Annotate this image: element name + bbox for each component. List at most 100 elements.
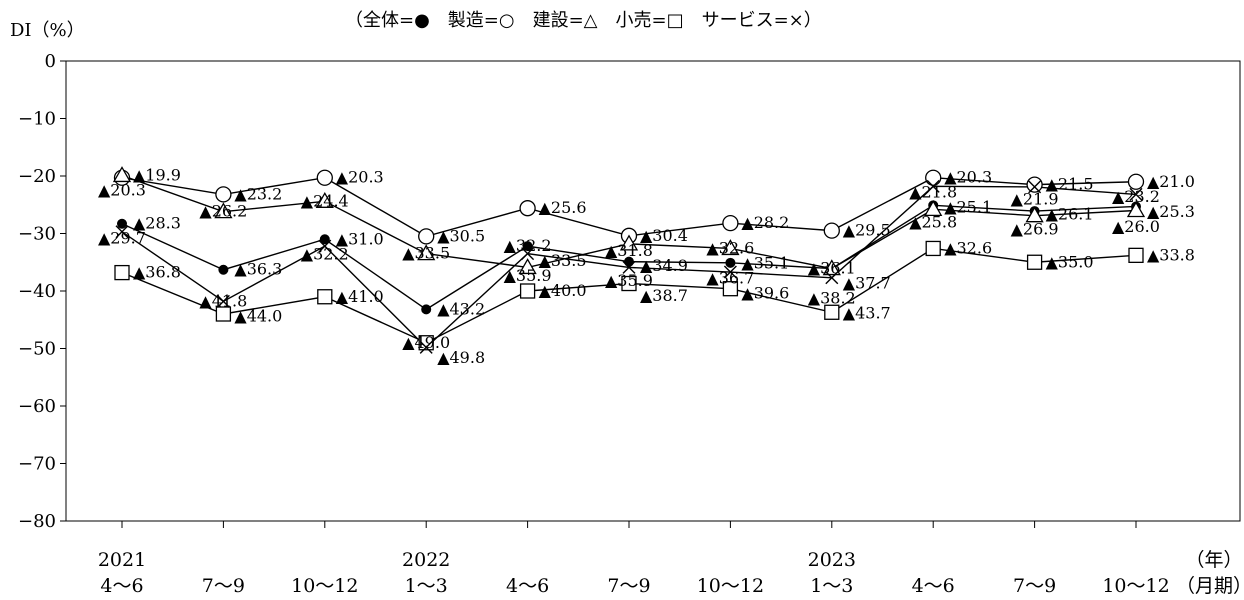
data-label: ▲26.0 <box>1112 217 1160 236</box>
x-period-label: 10〜12 <box>1102 575 1169 597</box>
data-label: ▲29.7 <box>98 229 146 248</box>
data-point <box>1028 180 1042 194</box>
data-label: ▲21.0 <box>1147 172 1195 191</box>
data-point <box>619 234 639 251</box>
data-label: ▲33.5 <box>539 251 587 270</box>
data-label: ▲28.3 <box>133 214 181 233</box>
y-axis-label: DI（%） <box>10 20 85 41</box>
x-period-label: 10〜12 <box>291 575 358 597</box>
x-period-label: 7〜9 <box>1013 575 1056 597</box>
y-tick-label: −70 <box>18 454 56 475</box>
data-label: ▲38.2 <box>808 289 856 308</box>
x-period-label: 7〜9 <box>202 575 245 597</box>
data-point <box>926 179 940 193</box>
x-year-label: 2021 <box>98 549 146 571</box>
data-label: ▲34.9 <box>640 256 688 275</box>
data-point <box>519 283 536 299</box>
data-label: ▲41.0 <box>336 287 384 306</box>
data-label: ▲21.9 <box>1011 190 1059 209</box>
y-tick-label: −20 <box>18 166 56 187</box>
x-period-label: 1〜3 <box>405 575 448 597</box>
data-label: ▲36.7 <box>706 268 754 287</box>
data-point <box>215 186 232 203</box>
data-point <box>725 257 736 268</box>
data-point <box>521 247 535 261</box>
data-point <box>924 200 943 217</box>
data-point <box>622 260 636 274</box>
data-label: ▲19.9 <box>133 165 181 184</box>
y-tick-label: −80 <box>18 511 56 532</box>
data-point <box>822 259 841 276</box>
data-label: ▲35.9 <box>605 271 653 290</box>
data-label: ▲28.2 <box>741 213 789 232</box>
data-label: ▲44.0 <box>234 306 282 325</box>
data-label: ▲43.7 <box>843 304 891 323</box>
y-tick-label: 0 <box>45 51 56 72</box>
data-point <box>317 289 333 305</box>
data-label: ▲20.3 <box>336 168 384 187</box>
x-year-label: 2023 <box>808 549 856 571</box>
data-point <box>522 241 533 252</box>
data-point <box>215 306 232 322</box>
y-tick-label: −10 <box>18 109 56 130</box>
x-unit-period: （月期） <box>1176 575 1244 597</box>
data-point <box>824 304 840 320</box>
x-unit-year: （年） <box>1185 549 1242 571</box>
data-point <box>925 169 942 186</box>
data-point <box>722 281 739 297</box>
data-point <box>721 239 740 256</box>
data-point <box>518 258 537 275</box>
data-label: ▲40.0 <box>539 281 587 300</box>
data-label: ▲25.8 <box>909 213 957 232</box>
data-label: ▲33.8 <box>1147 245 1195 264</box>
data-label: ▲32.2 <box>301 244 349 263</box>
data-label: ▲32.2 <box>504 236 552 255</box>
data-point <box>1026 176 1043 193</box>
y-tick-label: −30 <box>18 224 56 245</box>
data-point <box>1026 254 1043 270</box>
data-point <box>318 239 332 253</box>
data-label: ▲24.4 <box>301 191 349 210</box>
x-period-label: 10〜12 <box>697 575 764 597</box>
data-label: ▲30.5 <box>437 226 485 245</box>
legend-text: （全体=● 製造=○ 建設=△ 小売=□ サービス=×） <box>345 10 822 31</box>
data-label: ▲37.7 <box>843 274 891 293</box>
data-label: ▲20.3 <box>944 168 992 187</box>
data-point <box>421 304 432 315</box>
data-label: ▲21.5 <box>1046 175 1094 194</box>
x-period-label: 7〜9 <box>607 575 650 597</box>
data-label: ▲43.2 <box>437 299 485 318</box>
data-label: ▲23.2 <box>1112 187 1160 206</box>
data-point <box>315 191 334 208</box>
data-point <box>823 222 840 239</box>
data-point <box>216 294 230 308</box>
x-period-label: 1〜3 <box>810 575 853 597</box>
data-label: ▲35.0 <box>1046 252 1094 271</box>
y-tick-label: −40 <box>18 281 56 302</box>
data-label: ▲41.8 <box>199 291 247 310</box>
data-label: ▲36.8 <box>133 263 181 282</box>
data-label: ▲20.3 <box>98 180 146 199</box>
data-label: ▲35.1 <box>741 253 789 272</box>
y-tick-label: −50 <box>18 339 56 360</box>
data-label: ▲31.8 <box>605 241 653 260</box>
data-label: ▲25.3 <box>1147 202 1195 221</box>
x-period-label: 4〜6 <box>912 575 955 597</box>
data-label: ▲36.1 <box>808 259 856 278</box>
data-label: ▲23.2 <box>234 184 282 203</box>
data-point <box>114 264 130 281</box>
data-label: ▲30.4 <box>640 226 688 245</box>
data-point <box>723 265 737 279</box>
data-point <box>825 271 839 285</box>
data-label: ▲49.8 <box>437 348 485 367</box>
data-label: ▲32.6 <box>944 238 992 257</box>
data-label: ▲39.6 <box>741 283 789 302</box>
data-label: ▲29.5 <box>843 221 891 240</box>
data-point <box>1126 201 1146 218</box>
data-label: ▲21.8 <box>909 183 957 202</box>
data-label: ▲25.6 <box>539 198 587 217</box>
data-label: ▲26.2 <box>199 202 247 221</box>
data-point <box>417 244 436 261</box>
data-label: ▲49.0 <box>402 333 450 352</box>
